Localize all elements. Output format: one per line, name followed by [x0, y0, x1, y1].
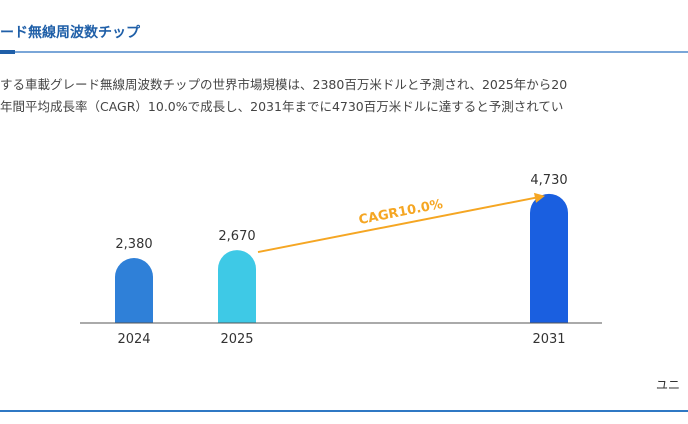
unit-label: ユニ [656, 378, 681, 392]
bar-2024 [115, 258, 153, 323]
value-label-2025: 2,670 [218, 229, 255, 244]
description-line-1: する車載グレード無線周波数チップの世界市場規模は、2380百万米ドルと予測され、… [0, 77, 568, 92]
value-label-2031: 4,730 [530, 173, 567, 188]
bar-2025 [218, 250, 256, 323]
x-tick-2024: 2024 [117, 332, 150, 347]
description-line-2: 年間平均成長率（CAGR）10.0%で成長し、2031年までに4730百万米ドル… [0, 99, 564, 114]
title-divider [0, 51, 688, 53]
bottom-divider [0, 410, 688, 412]
value-label-2024: 2,380 [115, 237, 152, 252]
page-title: ード無線周波数チップ [0, 25, 140, 41]
cagr-arrow-line [257, 196, 538, 254]
x-tick-2031: 2031 [532, 332, 565, 347]
title-divider-accent [0, 50, 15, 54]
x-tick-2025: 2025 [220, 332, 253, 347]
cagr-arrow-head [534, 192, 545, 203]
description: する車載グレード無線周波数チップの世界市場規模は、2380百万米ドルと予測され、… [0, 74, 567, 118]
bar-2031 [530, 193, 568, 323]
